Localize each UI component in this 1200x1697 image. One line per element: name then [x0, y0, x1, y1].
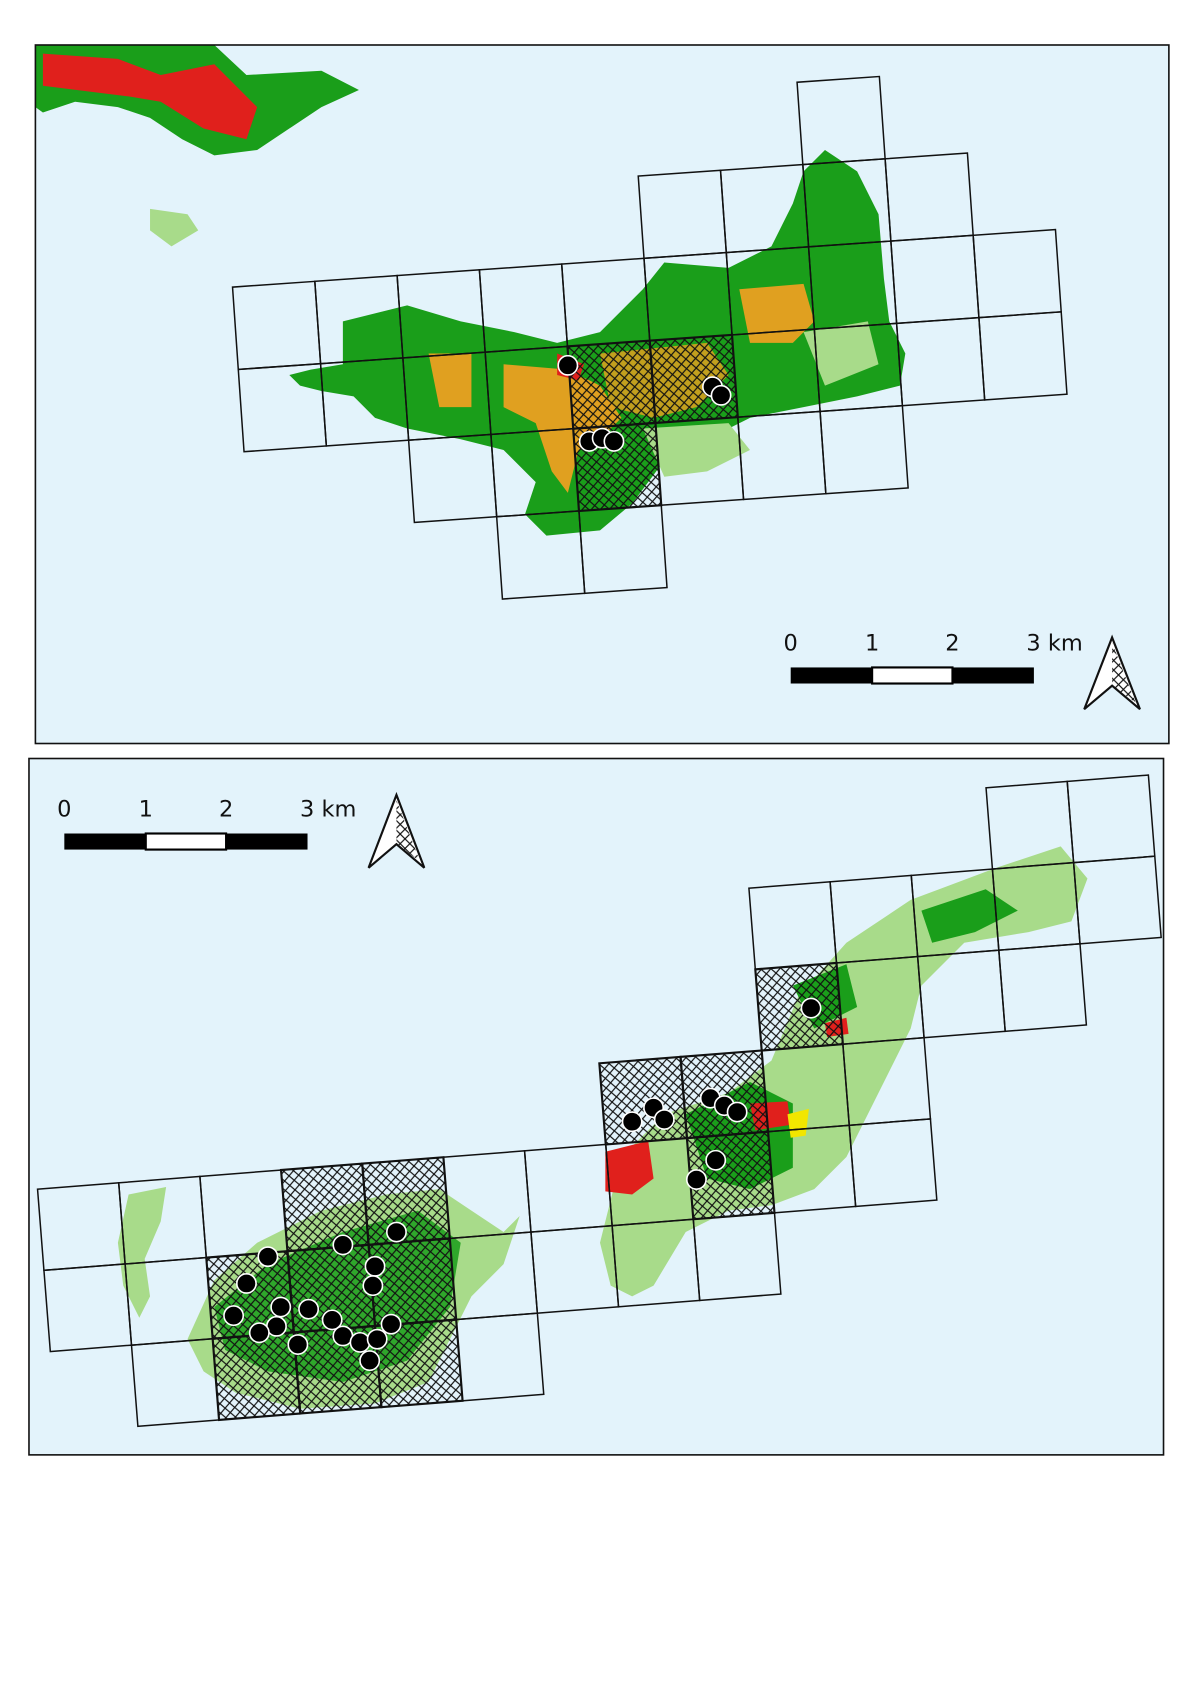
scale-label: 2: [219, 796, 233, 822]
hatched-cell: [648, 333, 739, 425]
sites: [557, 354, 732, 452]
scale-label: 1: [865, 630, 879, 656]
grid-cell: [819, 404, 909, 495]
grid-cell: [998, 942, 1088, 1033]
hatched-cell: [279, 1162, 370, 1253]
map-bottom: 0 1 2 3 km: [28, 757, 1165, 1456]
grid-cell: [1072, 855, 1162, 945]
grid: [231, 75, 1068, 600]
scale-label: 3 km: [1026, 630, 1082, 656]
hatched-cell: [679, 1049, 770, 1140]
frame: [28, 757, 1165, 1456]
map-top: 0 1 2 3 km: [34, 44, 1170, 745]
scale-label: 2: [945, 630, 959, 656]
sites: [223, 997, 822, 1372]
hatched-cell: [211, 1331, 302, 1422]
grid-cell: [978, 311, 1068, 401]
scale-bar: 0 1 2 3 km: [784, 630, 1083, 685]
frame: [34, 44, 1170, 745]
scale-bar: 0 1 2 3 km: [57, 796, 356, 851]
hatched-cell: [566, 339, 657, 430]
scale-label: 0: [784, 630, 798, 656]
scale-label: 3 km: [300, 796, 356, 822]
scale-label: 1: [139, 796, 153, 822]
north-arrow: [1083, 634, 1141, 711]
hatched-cell: [598, 1055, 689, 1146]
hatched-cell: [754, 961, 845, 1052]
north-arrow: [367, 791, 426, 869]
grid-cell: [848, 1118, 938, 1208]
scale-label: 0: [57, 796, 71, 822]
